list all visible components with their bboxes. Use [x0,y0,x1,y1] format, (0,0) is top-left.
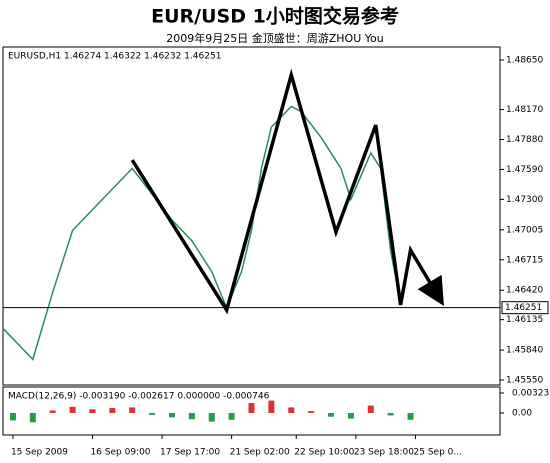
macd-bar [149,412,156,415]
macd-bar [109,408,116,413]
y-tick-label: 1.48650 [506,56,543,66]
y-tick-label: 1.47300 [506,195,543,205]
macd-bar [208,412,215,422]
macd-bar [387,412,394,416]
x-tick-label: 16 Sep 09:00 [90,448,150,458]
macd-bar [228,412,235,420]
y-tick-label: 1.45840 [506,346,543,356]
y-tick-label: 0.00 [512,408,532,418]
macd-label: MACD(12,26,9) -0.003190 -0.002617 0.0000… [8,392,270,402]
y-tick-label: 1.47005 [506,225,543,235]
y-tick-label: 1.47590 [506,165,543,175]
current-price-box [501,301,549,315]
chart-subtitle: 2009年9月25日 金顶盛世：周游ZHOU You [166,31,383,45]
price-line [2,105,402,361]
macd-bar [168,412,175,418]
current-price-label: 1.46251 [505,303,542,313]
zigzag-line [130,68,444,315]
x-tick-label: 17 Sep 17:00 [160,448,220,458]
macd-bar [9,412,16,421]
macd-bar [308,411,315,413]
x-tick-label: 15 Sep 2009 [11,448,68,458]
x-tick-label: 25 Sep 0... [414,448,462,458]
y-tick-label: 1.47880 [506,135,543,145]
chart-title: EUR/USD 1小时图交易参考 [151,5,399,28]
x-tick-label: 22 Sep 10:00 [294,448,354,458]
macd-panel [2,386,501,436]
macd-bar [328,412,335,417]
y-tick-label: 1.45550 [506,376,543,386]
macd-bar [288,407,295,413]
macd-bar [248,403,255,413]
x-tick-label: 21 Sep 02:00 [230,448,290,458]
macd-bar [347,412,354,419]
macd-bar [188,412,195,420]
macd-bar [89,409,96,413]
y-tick-label: 0.003232 [512,388,550,398]
y-tick-label: 1.46420 [506,286,543,296]
y-tick-label: 1.46715 [506,255,543,265]
macd-bar [268,400,275,413]
main-panel [2,46,501,386]
macd-bar [367,405,374,413]
macd-bar [129,407,136,413]
macd-bar [407,412,414,420]
header-text: EURUSD,H1 1.46274 1.46322 1.46232 1.4625… [8,52,221,62]
macd-bar [49,410,56,413]
macd-bar [69,406,76,413]
x-tick-label: 23 Sep 18:00 [354,448,414,458]
macd-bar [29,412,36,423]
y-tick-label: 1.46135 [506,315,543,325]
y-tick-label: 1.48170 [506,105,543,115]
